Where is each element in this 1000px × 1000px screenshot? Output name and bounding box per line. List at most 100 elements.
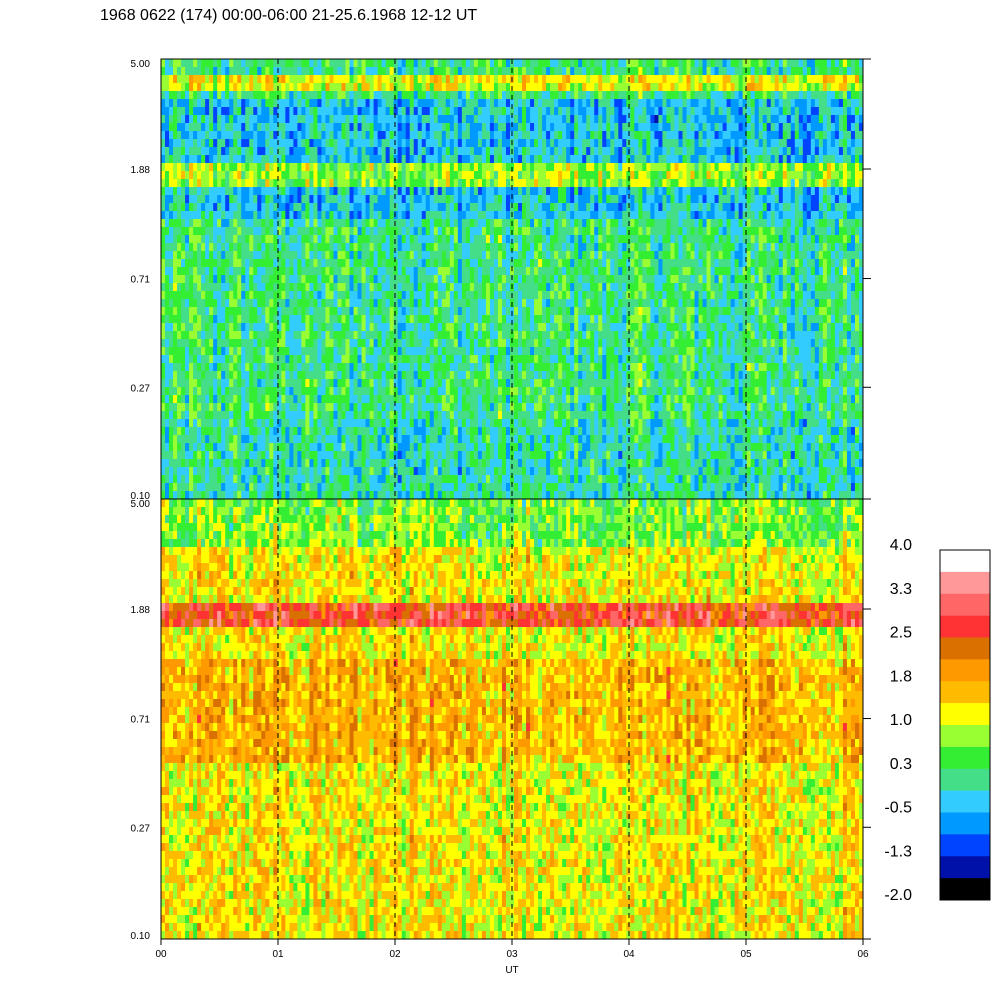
heatmap-cell bbox=[373, 243, 379, 252]
heatmap-cell bbox=[802, 83, 808, 92]
heatmap-cell bbox=[734, 275, 740, 284]
heatmap-cell bbox=[770, 227, 776, 236]
heatmap-cell bbox=[582, 163, 587, 172]
heatmap-cell bbox=[393, 203, 399, 212]
heatmap-cell bbox=[313, 155, 319, 164]
heatmap-cell bbox=[349, 227, 355, 236]
heatmap-cell bbox=[489, 251, 495, 260]
heatmap-cell bbox=[842, 67, 848, 76]
heatmap-cell bbox=[429, 67, 435, 76]
heatmap-cell bbox=[722, 83, 728, 92]
heatmap-cell bbox=[738, 187, 744, 196]
heatmap-cell bbox=[526, 179, 531, 188]
heatmap-cell bbox=[534, 187, 539, 196]
heatmap-cell bbox=[742, 251, 748, 260]
heatmap-cell bbox=[598, 59, 603, 68]
heatmap-cell bbox=[834, 131, 840, 140]
heatmap-cell bbox=[257, 275, 262, 284]
heatmap-cell bbox=[457, 195, 463, 204]
heatmap-cell bbox=[806, 75, 812, 84]
heatmap-cell bbox=[349, 203, 355, 212]
heatmap-cell bbox=[477, 147, 483, 156]
heatmap-cell bbox=[193, 171, 198, 180]
heatmap-cell bbox=[646, 259, 651, 268]
heatmap-cell bbox=[305, 83, 311, 92]
heatmap-cell bbox=[630, 251, 635, 260]
heatmap-cell bbox=[477, 139, 483, 148]
heatmap-cell bbox=[501, 171, 507, 180]
heatmap-cell bbox=[345, 259, 351, 268]
heatmap-cell bbox=[610, 83, 615, 92]
heatmap-cell bbox=[586, 259, 591, 268]
heatmap-cell bbox=[770, 235, 776, 244]
heatmap-cell bbox=[546, 107, 551, 116]
heatmap-cell bbox=[297, 243, 302, 252]
heatmap-cell bbox=[353, 83, 359, 92]
heatmap-cell bbox=[714, 139, 720, 148]
heatmap-cell bbox=[538, 59, 543, 68]
heatmap-cell bbox=[642, 91, 647, 100]
heatmap-cell bbox=[265, 99, 270, 108]
heatmap-cell bbox=[405, 243, 411, 252]
heatmap-cell bbox=[213, 267, 218, 276]
heatmap-cell bbox=[493, 75, 499, 84]
heatmap-cell bbox=[574, 235, 579, 244]
heatmap-cell bbox=[185, 283, 190, 292]
heatmap-cell bbox=[173, 171, 178, 180]
heatmap-cell bbox=[702, 251, 708, 260]
heatmap-cell bbox=[505, 123, 511, 132]
heatmap-cell bbox=[814, 211, 820, 220]
heatmap-cell bbox=[646, 67, 651, 76]
heatmap-cell bbox=[842, 251, 848, 260]
heatmap-cell bbox=[465, 83, 471, 92]
heatmap-cell bbox=[814, 187, 820, 196]
heatmap-cell bbox=[654, 227, 660, 236]
heatmap-cell bbox=[562, 115, 567, 124]
heatmap-cell bbox=[301, 123, 307, 132]
heatmap-cell bbox=[265, 187, 270, 196]
heatmap-cell bbox=[854, 211, 860, 220]
heatmap-cell bbox=[193, 283, 198, 292]
heatmap-cell bbox=[834, 163, 840, 172]
heatmap-cell bbox=[345, 235, 351, 244]
heatmap-cell bbox=[189, 155, 194, 164]
heatmap-cell bbox=[562, 267, 567, 276]
heatmap-cell bbox=[405, 235, 411, 244]
heatmap-cell bbox=[734, 75, 740, 84]
heatmap-cell bbox=[842, 99, 848, 108]
heatmap-cell bbox=[433, 163, 439, 172]
heatmap-cell bbox=[277, 59, 282, 68]
heatmap-cell bbox=[798, 235, 804, 244]
heatmap-cell bbox=[794, 147, 800, 156]
heatmap-cell bbox=[758, 171, 764, 180]
heatmap-cell bbox=[193, 115, 198, 124]
heatmap-cell bbox=[165, 219, 170, 228]
heatmap-cell bbox=[658, 259, 664, 268]
heatmap-cell bbox=[277, 91, 282, 100]
heatmap-cell bbox=[233, 283, 238, 292]
heatmap-cell bbox=[762, 179, 768, 188]
heatmap-cell bbox=[377, 171, 383, 180]
heatmap-cell bbox=[301, 131, 307, 140]
heatmap-cell bbox=[237, 147, 242, 156]
heatmap-cell bbox=[802, 275, 808, 284]
heatmap-cell bbox=[718, 195, 724, 204]
heatmap-cell bbox=[385, 275, 391, 284]
heatmap-cell bbox=[534, 147, 539, 156]
heatmap-cell bbox=[830, 267, 836, 276]
heatmap-cell bbox=[766, 163, 772, 172]
heatmap-cell bbox=[762, 147, 768, 156]
heatmap-cell bbox=[185, 275, 190, 284]
heatmap-cell bbox=[638, 259, 643, 268]
heatmap-cell bbox=[501, 243, 507, 252]
heatmap-cell bbox=[169, 219, 174, 228]
heatmap-cell bbox=[401, 171, 407, 180]
heatmap-cell bbox=[313, 91, 319, 100]
heatmap-cell bbox=[341, 195, 347, 204]
heatmap-cell bbox=[217, 227, 222, 236]
heatmap-cell bbox=[405, 163, 411, 172]
heatmap-cell bbox=[277, 243, 282, 252]
heatmap-cell bbox=[285, 115, 290, 124]
heatmap-cell bbox=[481, 283, 487, 292]
heatmap-cell bbox=[401, 67, 407, 76]
